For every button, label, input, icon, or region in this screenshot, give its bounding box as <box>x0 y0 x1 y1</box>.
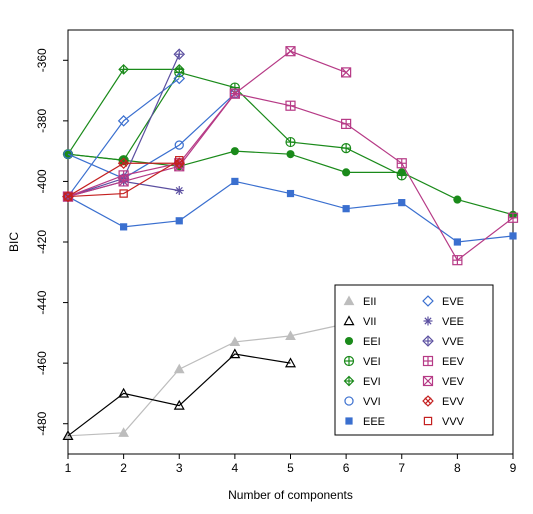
svg-text:-460: -460 <box>35 351 49 375</box>
svg-text:EEI: EEI <box>363 336 381 348</box>
svg-text:VVE: VVE <box>442 336 464 348</box>
svg-text:Number of components: Number of components <box>228 488 353 502</box>
svg-text:EVI: EVI <box>363 376 381 388</box>
svg-text:-480: -480 <box>35 411 49 435</box>
svg-text:9: 9 <box>510 461 517 475</box>
svg-text:EVV: EVV <box>442 396 465 408</box>
svg-text:VEI: VEI <box>363 356 381 368</box>
svg-text:VEV: VEV <box>442 376 465 388</box>
svg-text:3: 3 <box>176 461 183 475</box>
bic-chart: 1 2 3 4 5 6 7 8 9 -480 -460 -440 -420 -400 -380 -360 Num… <box>0 0 533 514</box>
svg-text:EEV: EEV <box>442 356 465 368</box>
svg-text:-400: -400 <box>35 169 49 193</box>
svg-text:EVE: EVE <box>442 296 464 308</box>
svg-text:-440: -440 <box>35 290 49 314</box>
svg-text:-360: -360 <box>35 48 49 72</box>
svg-text:BIC: BIC <box>7 232 21 252</box>
svg-text:4: 4 <box>232 461 239 475</box>
svg-text:6: 6 <box>343 461 350 475</box>
svg-text:-420: -420 <box>35 230 49 254</box>
svg-text:VEE: VEE <box>442 316 464 328</box>
svg-text:VII: VII <box>363 316 376 328</box>
svg-text:2: 2 <box>120 461 127 475</box>
svg-text:5: 5 <box>287 461 294 475</box>
svg-text:VVV: VVV <box>442 416 465 428</box>
svg-text:VVI: VVI <box>363 396 381 408</box>
svg-text:7: 7 <box>398 461 405 475</box>
svg-text:-380: -380 <box>35 109 49 133</box>
chart-svg: 1 2 3 4 5 6 7 8 9 -480 -460 -440 -420 -400 -380 -360 Num… <box>0 0 533 514</box>
svg-text:1: 1 <box>65 461 72 475</box>
svg-text:8: 8 <box>454 461 461 475</box>
svg-text:EII: EII <box>363 296 376 308</box>
svg-text:EEE: EEE <box>363 416 385 428</box>
